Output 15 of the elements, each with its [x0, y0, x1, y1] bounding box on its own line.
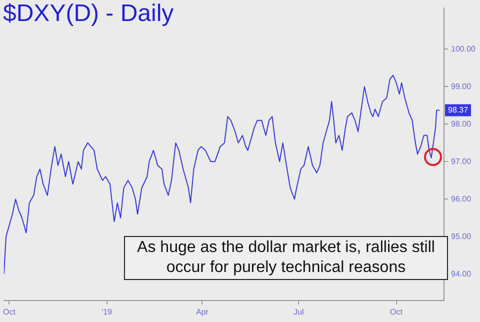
y-tick-label: 97.00 [451, 156, 472, 166]
annotation: As huge as the dollar market is, rallies still occur for purely technical reasons [124, 236, 448, 280]
y-tick-label: 94.00 [451, 269, 472, 278]
y-tick-label: 95.00 [451, 232, 472, 241]
x-tick-label: Oct [390, 307, 404, 316]
y-tick-label: 99.00 [451, 82, 472, 91]
x-tick-label: Oct [2, 307, 16, 316]
x-tick-label: '19 [102, 307, 113, 316]
chart-title: $DXY(D) - Daily [3, 0, 174, 28]
x-tick-label: Apr [196, 307, 209, 316]
y-tick-label: 98.00 [451, 119, 472, 128]
y-tick-label: 96.00 [451, 194, 472, 204]
x-tick-label: Jul [294, 307, 304, 316]
annotation: 98.37 [448, 105, 469, 114]
y-tick-label: 100.00 [451, 44, 476, 54]
